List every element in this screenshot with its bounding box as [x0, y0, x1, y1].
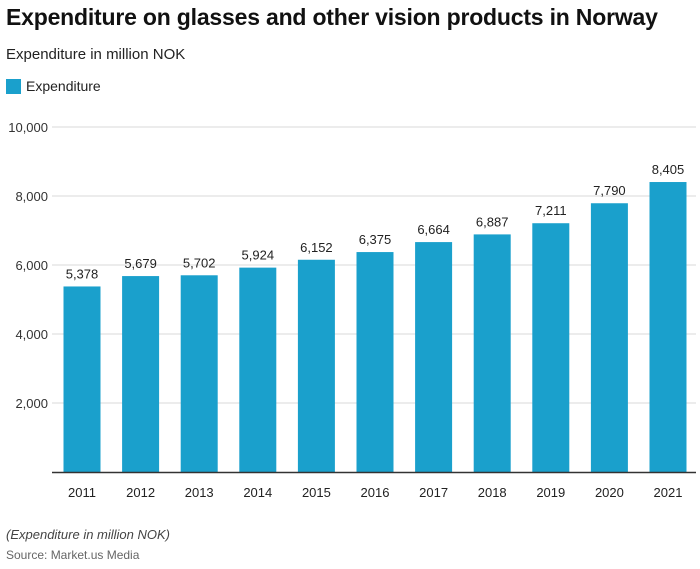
source-credit: Source: Market.us Media — [6, 548, 140, 562]
data-label: 6,152 — [300, 240, 333, 255]
bar — [180, 275, 218, 472]
chart-title: Expenditure on glasses and other vision … — [6, 4, 658, 30]
y-tick-labels: 2,000 4,000 6,000 8,000 10,000 — [8, 120, 48, 411]
data-label: 6,887 — [476, 214, 509, 229]
x-tick-label: 2015 — [302, 485, 331, 500]
legend-swatch — [6, 78, 21, 94]
data-labels: 5,378 5,679 5,702 5,924 6,152 6,375 6,664 6,887… — [66, 162, 685, 281]
x-tick-label: 2020 — [595, 485, 624, 500]
data-label: 5,679 — [124, 256, 157, 271]
bar — [415, 242, 453, 472]
data-label: 5,378 — [66, 266, 99, 281]
y-tick-label: 8,000 — [15, 189, 48, 204]
data-label: 7,790 — [593, 183, 626, 198]
x-tick-label: 2018 — [478, 485, 507, 500]
bar — [297, 259, 335, 472]
bar — [590, 203, 628, 472]
data-label: 8,405 — [652, 162, 685, 177]
bar — [122, 276, 160, 472]
x-tick-label: 2016 — [361, 485, 390, 500]
data-label: 5,924 — [242, 248, 275, 263]
data-label: 7,211 — [535, 203, 567, 218]
x-tick-label: 2014 — [243, 485, 272, 500]
footnote: (Expenditure in million NOK) — [6, 527, 171, 542]
legend: Expenditure — [6, 78, 101, 94]
y-tick-label: 2,000 — [15, 396, 48, 411]
bar — [649, 182, 687, 472]
y-tick-label: 6,000 — [15, 258, 48, 273]
y-tick-label: 4,000 — [15, 327, 48, 342]
x-tick-label: 2012 — [126, 485, 155, 500]
y-tick-label: 10,000 — [8, 120, 48, 135]
bar — [239, 267, 277, 472]
legend-label: Expenditure — [26, 78, 101, 94]
data-label: 5,702 — [183, 255, 216, 270]
x-tick-label: 2011 — [68, 485, 96, 500]
x-tick-label: 2021 — [654, 485, 683, 500]
chart-subtitle: Expenditure in million NOK — [6, 46, 186, 63]
bar — [63, 286, 101, 472]
bars — [63, 182, 687, 472]
x-tick-label: 2019 — [536, 485, 565, 500]
data-label: 6,375 — [359, 232, 392, 247]
x-tick-label: 2013 — [185, 485, 214, 500]
x-tick-label: 2017 — [419, 485, 448, 500]
data-label: 6,664 — [417, 222, 450, 237]
bar — [532, 223, 570, 472]
x-tick-labels: 2011 2012 2013 2014 2015 2016 2017 2018 2019 2020… — [68, 485, 682, 500]
bar — [473, 234, 511, 472]
bar — [356, 252, 394, 472]
